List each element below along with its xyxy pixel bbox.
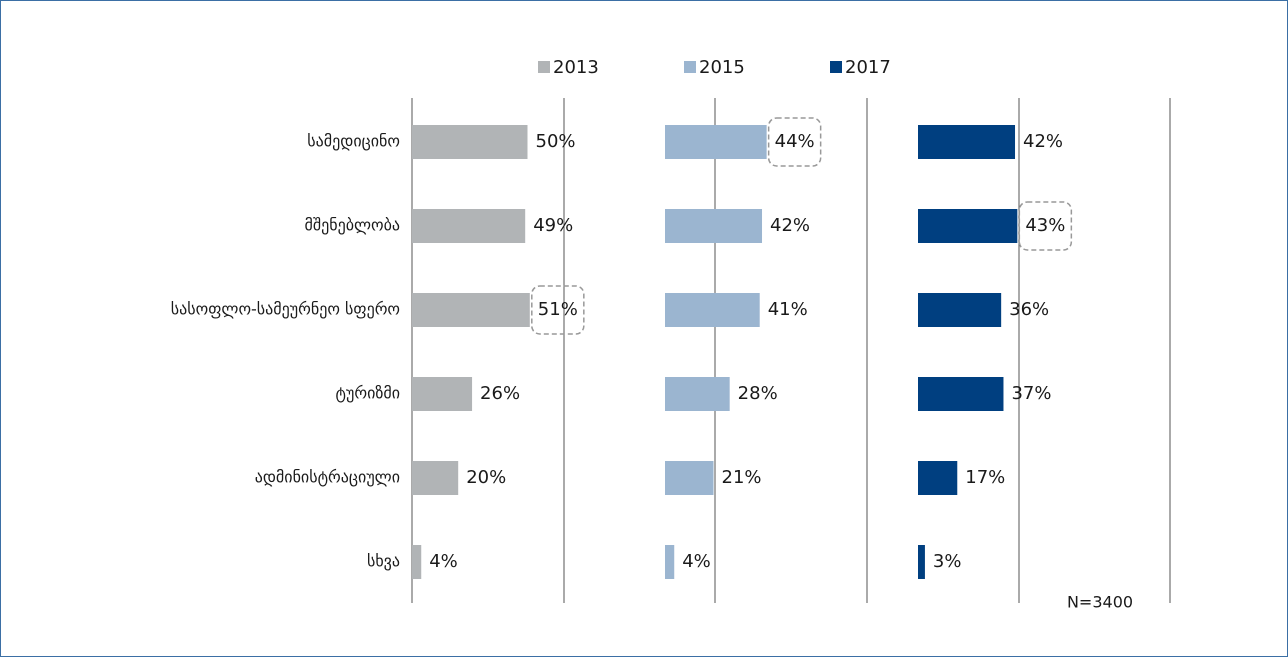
data-label: 21% <box>722 467 762 488</box>
category-label: ადმინისტრაციული <box>255 468 400 487</box>
bar <box>665 125 767 159</box>
category-label: სასოფლო-სამეურნეო სფერო <box>171 300 400 319</box>
data-label: 42% <box>1023 131 1063 152</box>
bar <box>412 545 422 579</box>
bar <box>665 209 763 243</box>
category-label: მშენებლობა <box>304 216 400 235</box>
data-label: 51% <box>538 299 578 320</box>
bar <box>412 293 530 327</box>
legend-swatch <box>538 61 550 73</box>
bar <box>665 377 730 411</box>
data-label: 17% <box>965 467 1005 488</box>
bar <box>918 125 1016 159</box>
bar <box>665 293 760 327</box>
data-label: 4% <box>682 551 711 572</box>
bar <box>918 461 958 495</box>
bar <box>918 545 925 579</box>
bar <box>665 545 675 579</box>
data-label: 20% <box>466 467 506 488</box>
data-label: 43% <box>1025 215 1065 236</box>
legend-label: 2017 <box>845 57 891 78</box>
data-label: 44% <box>775 131 815 152</box>
data-label: 36% <box>1009 299 1049 320</box>
dividers <box>411 98 1171 603</box>
highlight-box <box>531 285 585 335</box>
data-label: 4% <box>429 551 458 572</box>
bar <box>412 125 528 159</box>
data-label: 3% <box>933 551 962 572</box>
legend-label: 2013 <box>553 57 599 78</box>
data-label: 50% <box>536 131 576 152</box>
bar <box>412 209 526 243</box>
category-label: სხვა <box>367 552 400 571</box>
data-label: 26% <box>480 383 520 404</box>
data-label: 28% <box>738 383 778 404</box>
highlight-box <box>767 117 822 167</box>
highlight-box <box>1018 201 1073 251</box>
bar <box>412 461 459 495</box>
annotation: N=3400 <box>1067 593 1133 612</box>
data-label: 49% <box>533 215 573 236</box>
bar <box>918 293 1002 327</box>
data-label: 37% <box>1011 383 1051 404</box>
legend-swatch <box>830 61 842 73</box>
bar <box>412 377 473 411</box>
bar <box>918 377 1004 411</box>
legend-label: 2015 <box>699 57 745 78</box>
category-label: ტურიზმი <box>336 384 401 403</box>
bar <box>918 209 1018 243</box>
legend-swatch <box>684 61 696 73</box>
data-label: 41% <box>768 299 808 320</box>
bar <box>665 461 714 495</box>
data-label: 42% <box>770 215 810 236</box>
category-label: სამედიცინო <box>307 132 400 151</box>
